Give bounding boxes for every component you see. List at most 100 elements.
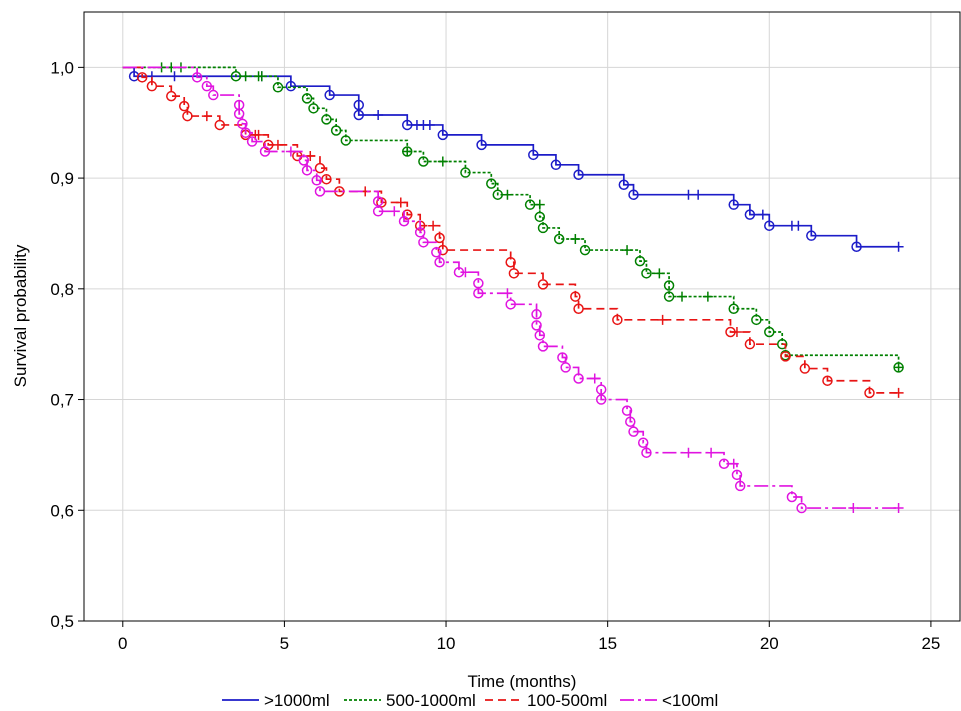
event-marker (786, 491, 798, 503)
event-marker (128, 70, 140, 82)
event-marker (595, 394, 607, 405)
event-marker (776, 338, 788, 350)
event-marker (321, 173, 332, 185)
legend: >1000ml 500-1000ml 100-500ml <100ml (222, 691, 718, 710)
event-marker (531, 309, 542, 320)
event-marker (418, 156, 429, 167)
event-marker (311, 175, 322, 186)
event-marker (486, 178, 497, 189)
event-marker (237, 118, 248, 130)
event-marker (505, 299, 516, 310)
censor-marker (272, 139, 283, 150)
event-marker (314, 186, 326, 197)
x-tick-label: 20 (760, 634, 779, 653)
event-marker (308, 103, 319, 114)
legend-item: 500-1000ml (344, 691, 476, 710)
event-marker (764, 326, 775, 338)
event-marker (570, 291, 581, 302)
censor-marker (460, 267, 471, 278)
censor-marker (683, 189, 694, 200)
event-marker (473, 278, 484, 289)
x-tick-label: 10 (437, 634, 456, 653)
event-marker (728, 303, 739, 314)
x-axis-title: Time (months) (468, 672, 577, 691)
survival-curve (122, 66, 899, 509)
series-layer (122, 62, 904, 514)
event-marker (240, 127, 251, 138)
event-marker (628, 189, 639, 200)
event-marker (537, 341, 549, 352)
event-marker (618, 179, 630, 190)
y-axis: 0,5 0,6 0,7 0,8 0,9 1,0 (50, 58, 84, 631)
x-tick-label: 0 (118, 634, 127, 653)
censor-marker (848, 503, 859, 514)
event-marker (136, 72, 148, 83)
event-marker (595, 384, 607, 395)
censor-marker (702, 291, 713, 302)
censor-marker (395, 197, 406, 208)
event-marker (537, 222, 549, 234)
event-marker (641, 268, 652, 279)
event-marker (573, 169, 584, 181)
censor-marker (502, 288, 513, 299)
event-marker (528, 149, 539, 161)
event-marker (612, 314, 623, 326)
event-marker (298, 155, 310, 166)
event-marker (663, 291, 675, 302)
event-marker (233, 108, 245, 120)
censor-marker (201, 111, 212, 122)
legend-label: <100ml (662, 691, 718, 710)
censor-marker (683, 447, 694, 458)
censor-marker (793, 220, 804, 231)
censor-marker (589, 373, 600, 384)
event-marker (434, 232, 445, 244)
event-marker (734, 480, 746, 492)
y-tick-label: 0,5 (50, 612, 74, 631)
legend-label: 100-500ml (527, 691, 607, 710)
event-marker (851, 241, 862, 252)
legend-label: >1000ml (264, 691, 330, 710)
censor-marker (728, 458, 739, 469)
plot-frame (83, 11, 961, 622)
event-marker (214, 119, 226, 131)
censor-marker (657, 314, 668, 325)
censor-marker (373, 109, 384, 120)
censor-marker (285, 146, 296, 157)
survival-series (122, 66, 904, 252)
event-marker (751, 314, 762, 326)
event-marker (744, 209, 756, 220)
censor-marker (893, 387, 904, 398)
event-marker (625, 416, 636, 427)
legend-item: >1000ml (222, 691, 330, 710)
event-marker (324, 89, 335, 101)
event-marker (330, 125, 342, 136)
event-marker (537, 279, 549, 290)
event-marker (764, 220, 775, 231)
event-marker (524, 199, 536, 210)
legend-item: <100ml (620, 691, 718, 710)
y-tick-label: 0,9 (50, 169, 74, 188)
event-marker (641, 447, 652, 458)
event-marker (321, 114, 332, 125)
event-marker (579, 244, 591, 256)
censor-marker (402, 146, 413, 157)
legend-label: 500-1000ml (386, 691, 476, 710)
x-tick-label: 15 (598, 634, 617, 653)
survival-curve (122, 66, 899, 248)
event-marker (822, 375, 833, 386)
event-marker (401, 209, 413, 220)
censor-marker (570, 233, 581, 244)
censor-marker (502, 189, 513, 200)
censor-marker (757, 209, 768, 220)
legend-item: 100-500ml (485, 691, 607, 710)
censor-marker (389, 206, 400, 217)
survival-curve (122, 66, 899, 394)
event-marker (418, 237, 429, 248)
event-marker (414, 227, 426, 238)
event-marker (476, 139, 487, 151)
event-marker (728, 199, 739, 210)
censor-marker (253, 129, 264, 140)
event-marker (534, 211, 546, 223)
y-tick-label: 0,6 (50, 501, 74, 520)
